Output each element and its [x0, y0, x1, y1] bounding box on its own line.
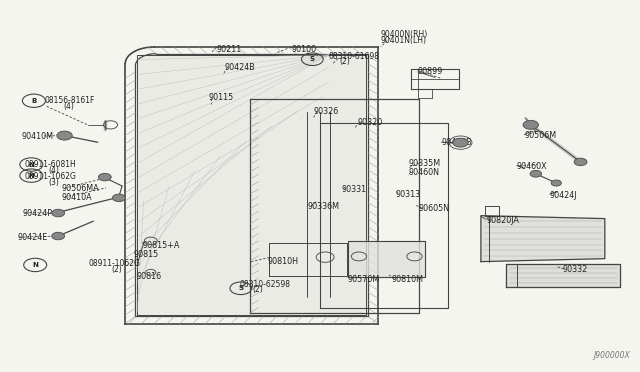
Text: 90331: 90331: [342, 185, 367, 194]
Text: 90410M: 90410M: [21, 132, 53, 141]
Circle shape: [574, 158, 587, 166]
Text: 08310-61698: 08310-61698: [329, 52, 380, 61]
Text: 90313: 90313: [396, 190, 420, 199]
Polygon shape: [348, 241, 426, 277]
Text: 08156-8161F: 08156-8161F: [44, 96, 95, 105]
Text: (2): (2): [252, 285, 263, 294]
Text: S: S: [310, 56, 315, 62]
Text: 08310-62598: 08310-62598: [239, 280, 291, 289]
Text: (4): (4): [48, 166, 59, 175]
Text: 90810M: 90810M: [392, 275, 424, 284]
Text: 90460N: 90460N: [408, 168, 439, 177]
Text: J900000X: J900000X: [593, 351, 630, 360]
Text: (4): (4): [63, 102, 74, 111]
Circle shape: [99, 173, 111, 181]
Text: 90211: 90211: [216, 45, 242, 54]
Circle shape: [551, 180, 561, 186]
Circle shape: [453, 138, 468, 147]
Text: 90816: 90816: [137, 272, 162, 281]
Text: 90332: 90332: [563, 265, 588, 274]
Circle shape: [530, 170, 541, 177]
Text: 90326: 90326: [314, 108, 339, 116]
Text: 90320: 90320: [357, 118, 382, 127]
Text: 08911-1062G: 08911-1062G: [89, 259, 141, 267]
Text: 08911-6081H: 08911-6081H: [25, 160, 77, 169]
Text: (3): (3): [48, 178, 59, 187]
Circle shape: [52, 209, 65, 217]
Text: N: N: [28, 161, 35, 167]
Circle shape: [52, 232, 65, 240]
Text: 90335M: 90335M: [408, 159, 440, 168]
Polygon shape: [506, 264, 620, 287]
Circle shape: [523, 121, 538, 129]
Text: 08911-1062G: 08911-1062G: [25, 172, 77, 181]
Text: 90460X: 90460X: [516, 162, 547, 171]
Text: 90401N(LH): 90401N(LH): [381, 36, 427, 45]
Text: N: N: [28, 173, 35, 179]
Text: 90605N: 90605N: [419, 205, 450, 214]
Text: N: N: [32, 262, 38, 268]
Text: 90424B: 90424B: [224, 63, 255, 72]
Text: 90899: 90899: [418, 67, 443, 76]
Text: 90810H: 90810H: [268, 257, 299, 266]
Text: (2): (2): [339, 57, 350, 66]
Text: 90410A: 90410A: [61, 193, 92, 202]
Text: (2): (2): [112, 264, 123, 273]
Text: 90820JA: 90820JA: [486, 216, 519, 225]
Text: 90815: 90815: [134, 250, 159, 259]
Circle shape: [57, 131, 72, 140]
Polygon shape: [481, 216, 605, 262]
Circle shape: [113, 194, 125, 202]
Text: 90506M: 90506M: [524, 131, 557, 141]
Text: 90115: 90115: [209, 93, 234, 102]
Text: 90424J: 90424J: [550, 191, 577, 200]
Text: B: B: [31, 98, 36, 104]
Text: 90100: 90100: [291, 45, 316, 54]
Polygon shape: [138, 55, 366, 315]
Text: 90400N(RH): 90400N(RH): [381, 30, 428, 39]
Text: 90424E: 90424E: [17, 233, 47, 243]
Text: 90410B: 90410B: [442, 138, 472, 147]
Text: 90570M: 90570M: [348, 275, 380, 284]
Text: 90424P: 90424P: [22, 209, 52, 218]
Text: 90336M: 90336M: [307, 202, 339, 211]
Text: S: S: [238, 285, 243, 291]
Text: 90506MA: 90506MA: [61, 185, 99, 193]
Text: 90815+A: 90815+A: [143, 241, 180, 250]
